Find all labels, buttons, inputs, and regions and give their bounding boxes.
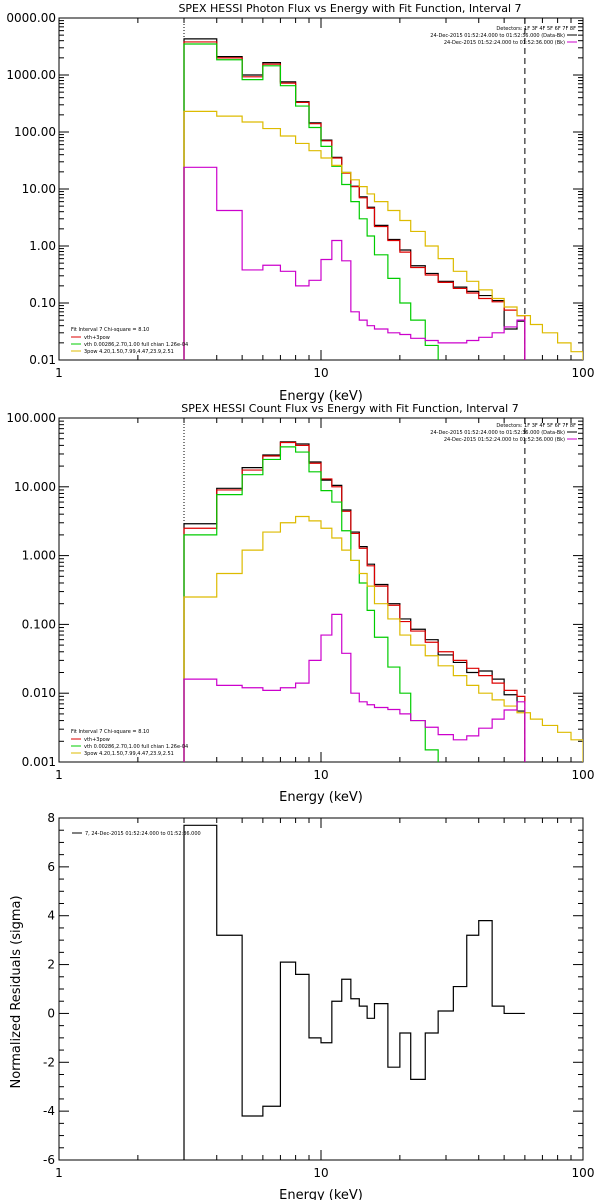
photon-series-line-1 — [183, 41, 526, 360]
photon-y-tick-label: 1000.00 — [6, 68, 56, 82]
photon-legend-top: Detectors: 1F 3F 4F 5F 6F 7F 8F 24-Dec-2… — [430, 26, 577, 46]
photon-legend-detectors: Detectors: 1F 3F 4F 5F 6F 7F 8F — [496, 26, 576, 32]
count-panel-title: SPEX HESSI Count Flux vs Energy with Fit… — [181, 402, 518, 415]
photon-series-line-2 — [183, 43, 439, 360]
residuals-legend-label: 7, 24-Dec-2015 01:52:24.000 to 01:52:36.… — [85, 831, 201, 837]
count-y-tick-label: 100.000 — [6, 411, 56, 425]
count-legend-bk: 24-Dec-2015 01:52:24.000 to 01:52:36.000… — [444, 437, 565, 443]
photon-legend-bk: 24-Dec-2015 01:52:24.000 to 01:52:36.000… — [444, 40, 565, 46]
count-series-line-4 — [183, 613, 526, 762]
count-y-tick-label: 0.001 — [22, 755, 56, 769]
photon-series-line-4 — [183, 166, 526, 360]
count-x-axis-label: Energy (keV) — [279, 790, 363, 805]
count-series-line-3 — [183, 515, 583, 762]
residuals-y-tick-label: 2 — [47, 958, 55, 972]
residuals-x-tick-label: 10 — [313, 1166, 328, 1180]
residuals-y-tick-label: -4 — [43, 1104, 55, 1118]
residuals-y-tick-label: -6 — [43, 1153, 55, 1167]
count-legend-top: Detectors: 1F 3F 4F 5F 6F 7F 8F 24-Dec-2… — [430, 423, 577, 443]
photon-legend-vth: vth 0.00286,2.70,1.00 full chian 1.26e-0… — [84, 342, 188, 348]
residuals-y-tick-label: 4 — [47, 909, 55, 923]
count-series-group — [183, 441, 583, 762]
photon-series-line-3 — [183, 110, 583, 360]
residuals-series-line-0 — [183, 824, 525, 1160]
count-y-tick-label: 0.010 — [22, 686, 56, 700]
photon-plot-area: 1 10 100 0.01 0.10 1.00 10.00 100.00 1000.00 0000… — [6, 11, 595, 380]
residuals-series-group — [183, 824, 525, 1160]
count-legend-vth3pow: vth+3pow — [84, 737, 110, 743]
residuals-y-tick-label: -2 — [43, 1055, 55, 1069]
photon-flux-panel: SPEX HESSI Photon Flux vs Energy with Fi… — [6, 2, 595, 404]
photon-y-tick-label: 0.01 — [29, 353, 56, 367]
residuals-y-tick-label: 0 — [47, 1006, 55, 1020]
count-y-tick-label: 0.100 — [22, 617, 56, 631]
photon-legend-bottom: Fit Interval 7 Chi-square = 8.10 vth+3po… — [71, 327, 188, 355]
photon-x-tick-label: 1 — [55, 366, 63, 380]
photon-legend-data-bk: 24-Dec-2015 01:52:24.000 to 01:52:36.000… — [430, 33, 565, 39]
residuals-plot-area: 1 10 100 -6 -4 -2 0 2 4 6 8 — [43, 811, 594, 1180]
residuals-x-tick-label: 100 — [572, 1166, 595, 1180]
photon-legend-3pow: 3pow 4.20,1.50,7.99,4.47,23.9,2.51 — [84, 349, 174, 355]
residuals-y-axis-label: Normalized Residuals (sigma) — [9, 895, 24, 1088]
count-legend-detectors: Detectors: 1F 3F 4F 5F 6F 7F 8F — [496, 423, 576, 429]
photon-y-tick-label: 10.00 — [22, 182, 56, 196]
residuals-legend: 7, 24-Dec-2015 01:52:24.000 to 01:52:36.… — [72, 831, 201, 837]
count-legend-3pow: 3pow 4.20,1.50,7.99,4.47,23.9,2.51 — [84, 751, 174, 757]
count-y-tick-label: 1.000 — [22, 549, 56, 563]
count-x-tick-label: 100 — [572, 768, 595, 782]
count-x-tick-label: 1 — [55, 768, 63, 782]
photon-series-line-0 — [183, 38, 526, 360]
photon-panel-title: SPEX HESSI Photon Flux vs Energy with Fi… — [178, 2, 521, 15]
photon-legend-vth3pow: vth+3pow — [84, 335, 110, 341]
residuals-x-axis-label: Energy (keV) — [279, 1188, 363, 1200]
photon-x-tick-label: 100 — [572, 366, 595, 380]
count-y-tick-label: 10.000 — [14, 480, 56, 494]
photon-y-tick-label: 0000.00 — [6, 11, 56, 25]
residuals-axes-frame — [58, 817, 584, 1161]
count-legend-vth: vth 0.00286,2.70,1.00 full chian 1.26e-0… — [84, 744, 188, 750]
photon-x-axis-label: Energy (keV) — [279, 389, 363, 404]
photon-legend-fit-interval: Fit Interval 7 Chi-square = 8.10 — [71, 327, 149, 333]
photon-y-tick-label: 100.00 — [14, 125, 56, 139]
residuals-x-tick-label: 1 — [55, 1166, 63, 1180]
count-legend-fit-interval: Fit Interval 7 Chi-square = 8.10 — [71, 729, 149, 735]
photon-y-tick-label: 1.00 — [29, 239, 56, 253]
photon-y-tick-label: 0.10 — [29, 296, 56, 310]
count-series-line-2 — [183, 446, 439, 762]
residuals-y-tick-label: 8 — [47, 811, 55, 825]
count-flux-panel: SPEX HESSI Count Flux vs Energy with Fit… — [6, 402, 595, 805]
count-x-tick-label: 10 — [313, 768, 328, 782]
photon-x-tick-label: 10 — [313, 366, 328, 380]
photon-series-group — [183, 38, 583, 360]
residuals-panel: 1 10 100 -6 -4 -2 0 2 4 6 8 Energy (keV) Normalize… — [9, 811, 594, 1200]
count-legend-data-bk: 24-Dec-2015 01:52:24.000 to 01:52:36.000… — [430, 430, 565, 436]
count-plot-area: 1 10 100 0.001 0.010 0.100 1.000 10.000 100.000 — [6, 411, 595, 782]
residuals-y-tick-label: 6 — [47, 860, 55, 874]
count-legend-bottom: Fit Interval 7 Chi-square = 8.10 vth+3po… — [71, 729, 188, 757]
